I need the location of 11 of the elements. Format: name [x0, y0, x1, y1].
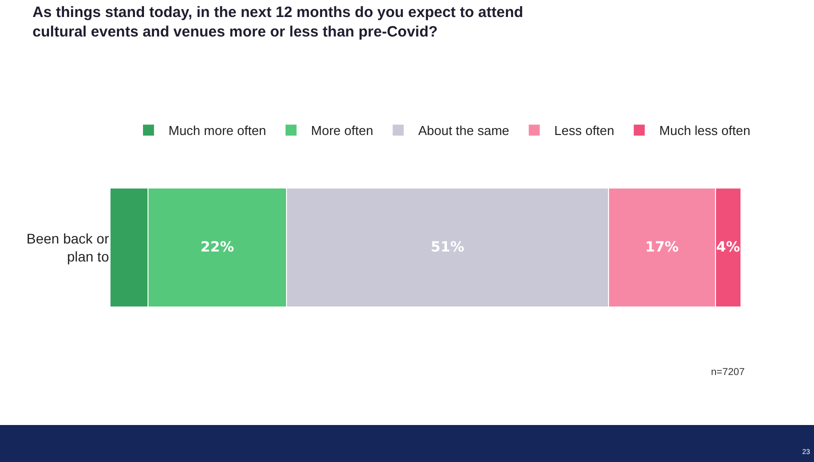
legend-label: Much less often [659, 123, 750, 138]
legend-label: About the same [418, 123, 510, 138]
legend-label: Much more often [168, 123, 266, 138]
legend-label: Less often [554, 123, 614, 138]
text: n=7207 [711, 367, 746, 378]
legend-label: More often [311, 123, 374, 138]
data-label: 22% [200, 240, 234, 256]
chart-title: As things stand today, in the next 12 months do you expect to attend cultural events and venues more or less than pre-Covid? [32, 4, 524, 40]
y-tick-label: Been back or plan to [26, 230, 110, 264]
data-label: 4% [716, 240, 740, 256]
data-label: 17% [645, 240, 679, 256]
